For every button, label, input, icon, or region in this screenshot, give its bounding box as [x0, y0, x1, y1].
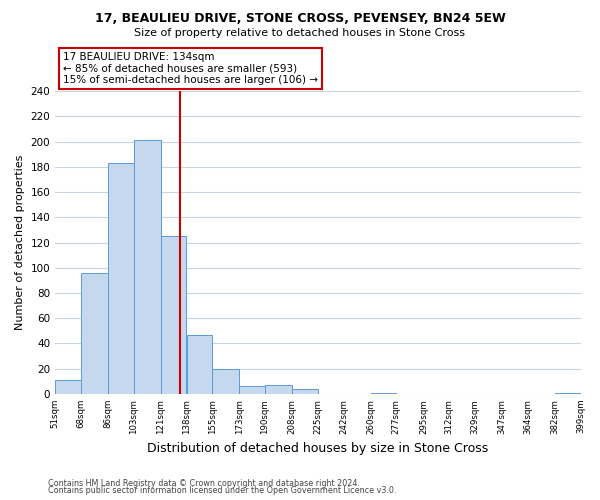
- Bar: [134, 140, 161, 394]
- Y-axis label: Number of detached properties: Number of detached properties: [15, 155, 25, 330]
- Bar: [371, 392, 396, 394]
- Bar: [265, 385, 292, 394]
- Bar: [108, 163, 134, 394]
- Text: Contains HM Land Registry data © Crown copyright and database right 2024.: Contains HM Land Registry data © Crown c…: [48, 478, 360, 488]
- Bar: [187, 334, 212, 394]
- Bar: [161, 236, 187, 394]
- Bar: [555, 392, 580, 394]
- Bar: [292, 389, 318, 394]
- X-axis label: Distribution of detached houses by size in Stone Cross: Distribution of detached houses by size …: [147, 442, 488, 455]
- Bar: [81, 273, 108, 394]
- Text: 17 BEAULIEU DRIVE: 134sqm
← 85% of detached houses are smaller (593)
15% of semi: 17 BEAULIEU DRIVE: 134sqm ← 85% of detac…: [63, 52, 318, 85]
- Bar: [55, 380, 81, 394]
- Text: 17, BEAULIEU DRIVE, STONE CROSS, PEVENSEY, BN24 5EW: 17, BEAULIEU DRIVE, STONE CROSS, PEVENSE…: [95, 12, 505, 26]
- Bar: [212, 368, 239, 394]
- Bar: [239, 386, 265, 394]
- Text: Size of property relative to detached houses in Stone Cross: Size of property relative to detached ho…: [134, 28, 466, 38]
- Text: Contains public sector information licensed under the Open Government Licence v3: Contains public sector information licen…: [48, 486, 397, 495]
